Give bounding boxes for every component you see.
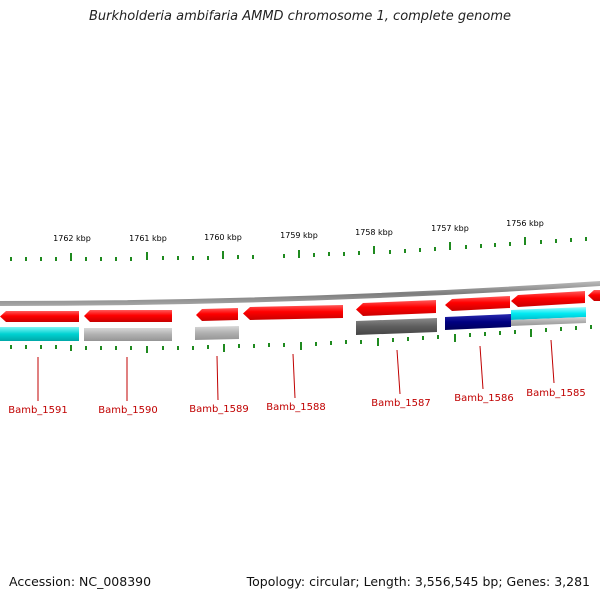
- scale-label: 1761 kbp: [129, 234, 167, 243]
- scale-lower-ticks: [10, 325, 592, 353]
- gene-arrow-bamb-1587[interactable]: [356, 300, 436, 316]
- feature-bar-bamb-1587: [356, 318, 437, 335]
- scale-minor-ticks: [10, 237, 587, 261]
- scale-label: 1756 kbp: [506, 219, 544, 228]
- scale-label: 1762 kbp: [53, 234, 91, 243]
- feature-bar-bamb-1591: [0, 327, 79, 341]
- genome-summary-text: Topology: circular; Length: 3,556,545 bp…: [246, 574, 590, 589]
- feature-bar-bamb-1589: [195, 326, 239, 340]
- gene-arrows: [0, 290, 600, 322]
- feature-bar-bamb-1590: [84, 328, 172, 341]
- scale-label: 1759 kbp: [280, 231, 318, 240]
- gene-arrow-bamb-1589[interactable]: [196, 308, 238, 321]
- gene-arrow-bamb-1590[interactable]: [84, 310, 172, 322]
- gene-label-bamb-1588[interactable]: Bamb_1588: [266, 402, 326, 413]
- scale-major-ticks: [70, 237, 526, 261]
- gene-arrow-bamb-1591[interactable]: [0, 311, 79, 322]
- chromosome-backbone: [0, 281, 600, 306]
- scale-label: 1760 kbp: [204, 233, 242, 242]
- gene-label-bamb-1587[interactable]: Bamb_1587: [371, 398, 431, 409]
- label-leaders: [37, 339, 555, 401]
- gene-arrow-bamb-1585[interactable]: [511, 291, 585, 307]
- gene-label-bamb-1586[interactable]: Bamb_1586: [454, 393, 514, 404]
- feature-bar-bamb-1585: [511, 307, 586, 320]
- accession-text: Accession: NC_008390: [9, 574, 152, 589]
- gene-label-bamb-1589[interactable]: Bamb_1589: [189, 404, 249, 415]
- gene-arrow-bamb-1586[interactable]: [445, 296, 510, 311]
- page-title: Burkholderia ambifaria AMMD chromosome 1…: [88, 9, 512, 24]
- feature-bar-bamb-1585-lower: [511, 317, 586, 326]
- gene-arrow-partial[interactable]: [588, 290, 600, 301]
- gene-label-bamb-1591[interactable]: Bamb_1591: [8, 405, 68, 416]
- scale-label: 1758 kbp: [355, 228, 393, 237]
- scale-label: 1757 kbp: [431, 224, 469, 233]
- feature-bars: [0, 307, 586, 341]
- gene-label-bamb-1590[interactable]: Bamb_1590: [98, 405, 158, 416]
- feature-bar-bamb-1586: [445, 314, 511, 330]
- gene-arrow-bamb-1588[interactable]: [243, 305, 343, 320]
- gene-label-bamb-1585[interactable]: Bamb_1585: [526, 388, 586, 399]
